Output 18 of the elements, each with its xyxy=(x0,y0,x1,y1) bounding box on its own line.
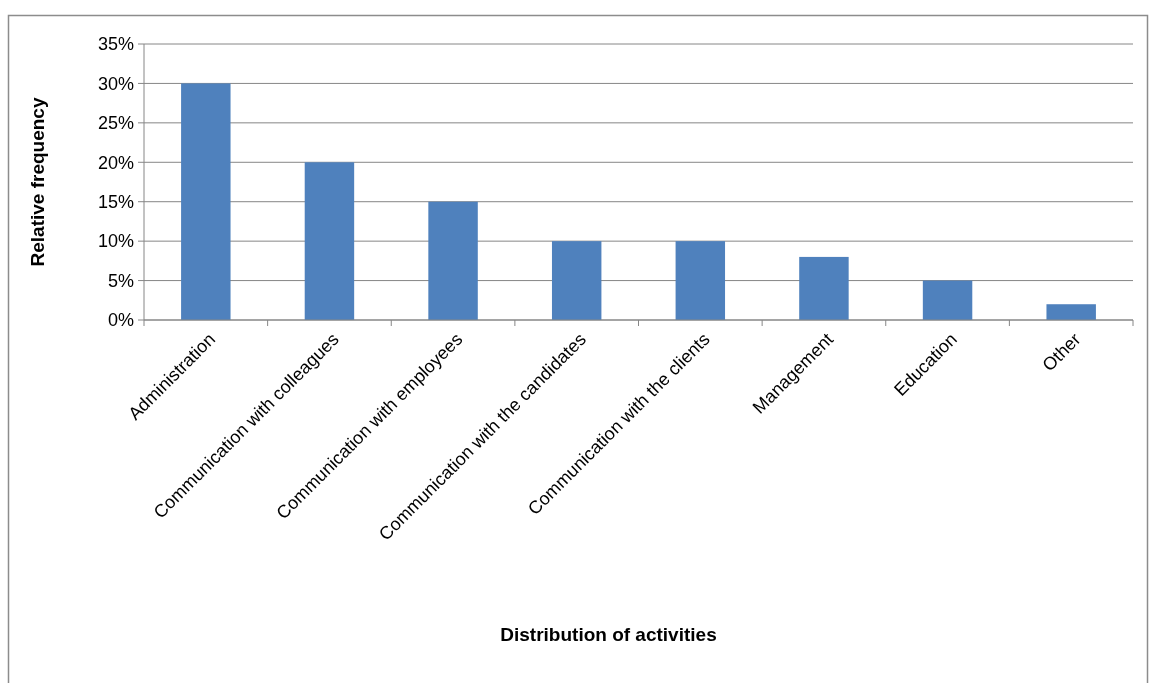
bar xyxy=(551,241,602,320)
bar xyxy=(1046,304,1096,320)
y-tick-label: 5% xyxy=(107,270,134,291)
y-tick-label: 0% xyxy=(107,310,134,331)
bar xyxy=(428,201,478,320)
bar xyxy=(675,241,726,320)
y-tick-label: 30% xyxy=(97,73,134,94)
y-tick-label: 20% xyxy=(97,152,134,173)
y-axis-title: Relative frequency xyxy=(27,97,48,267)
bar xyxy=(799,256,849,320)
y-tick-label: 25% xyxy=(97,113,134,134)
x-axis-title: Distribution of activities xyxy=(500,624,717,645)
y-tick-label: 10% xyxy=(97,231,134,252)
bar xyxy=(304,162,355,320)
bar xyxy=(922,280,973,320)
y-tick-label: 15% xyxy=(97,192,134,213)
bar xyxy=(181,83,231,320)
y-tick-label: 35% xyxy=(97,34,134,55)
